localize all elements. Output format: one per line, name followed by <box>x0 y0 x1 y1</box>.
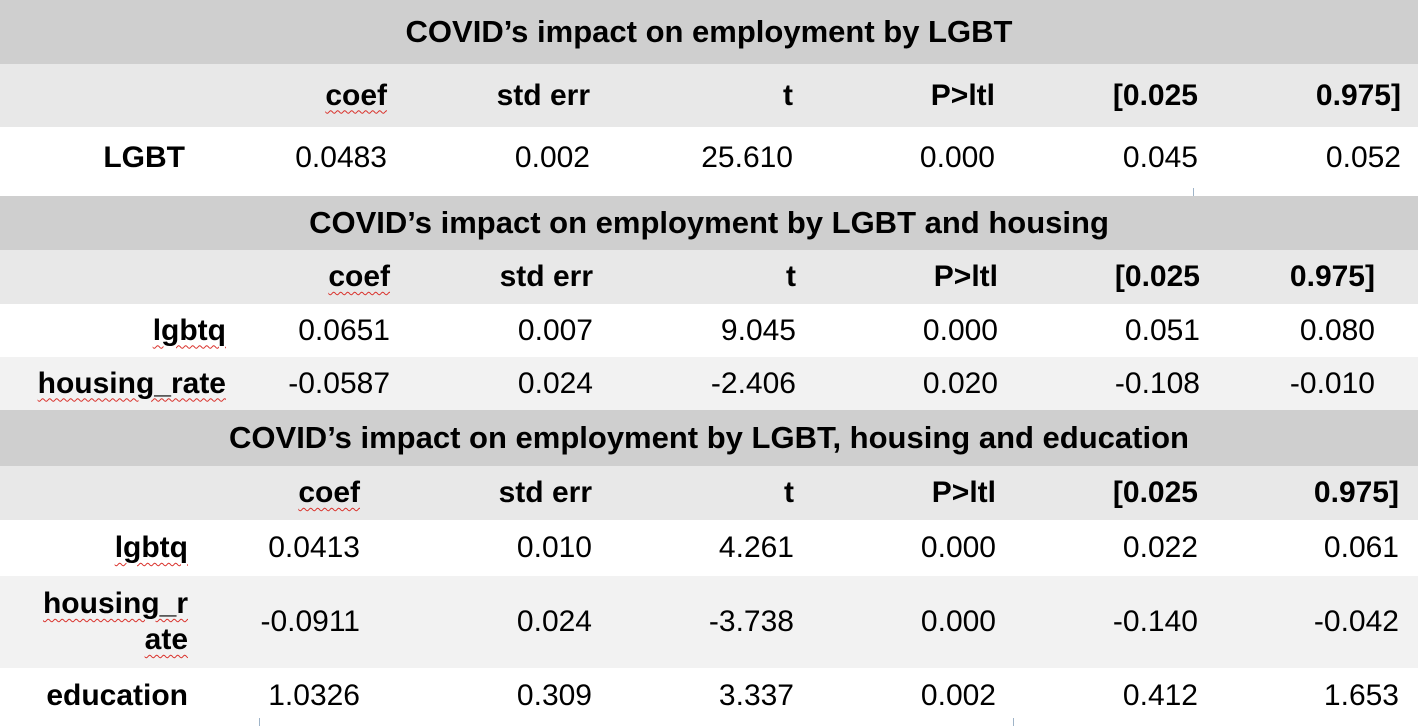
col-p-header: P>ltl <box>931 476 996 509</box>
lower-ci-value: 0.051 <box>1124 313 1200 347</box>
std-err-value: 0.309 <box>516 679 592 712</box>
coef-value: 0.0483 <box>295 141 387 174</box>
std-err-value: 0.024 <box>516 605 592 638</box>
t-value: 25.610 <box>701 141 793 174</box>
col-std-err-header: std err <box>499 260 593 293</box>
grid-tick <box>1193 188 1194 196</box>
row-label: education <box>46 679 188 712</box>
upper-ci-value: 0.080 <box>1299 313 1375 347</box>
col-std-err-header: std err <box>496 78 590 112</box>
table-row: LGBT 0.0483 0.002 25.610 0.000 0.045 0.0… <box>0 127 1418 189</box>
regression-table-lgbt: COVID’s impact on employment by LGBT coe… <box>0 0 1418 189</box>
lower-ci-value: 0.022 <box>1122 531 1198 564</box>
p-value: 0.000 <box>919 141 995 174</box>
col-upper-ci-header: 0.975] <box>1289 260 1375 293</box>
col-coef-header: coef <box>325 78 387 112</box>
row-label: lgbtq <box>114 531 188 564</box>
header-row: coef std err t P>ltl [0.025 0.975] <box>0 64 1418 127</box>
col-coef-header: coef <box>328 260 390 293</box>
coef-value: -0.0587 <box>288 366 390 400</box>
p-value: 0.000 <box>920 531 996 564</box>
col-t-header: t <box>783 78 793 112</box>
upper-ci-value: -0.010 <box>1289 366 1375 400</box>
col-t-header: t <box>784 476 794 509</box>
table-title: COVID’s impact on employment by LGBT, ho… <box>0 410 1418 466</box>
std-err-value: 0.024 <box>517 366 593 400</box>
regression-table-lgbt-housing: COVID’s impact on employment by LGBT and… <box>0 196 1418 410</box>
table-row: education 1.0326 0.309 3.337 0.002 0.412… <box>0 668 1418 724</box>
grid-tick <box>1013 718 1014 726</box>
col-coef-header: coef <box>298 476 360 509</box>
coef-value: 1.0326 <box>268 679 360 712</box>
row-label: housing_rate <box>37 366 226 400</box>
p-value: 0.000 <box>922 313 998 347</box>
t-value: 4.261 <box>718 531 794 564</box>
coef-value: 0.0413 <box>268 531 360 564</box>
table-title: COVID’s impact on employment by LGBT <box>0 0 1418 64</box>
table-row: lgbtq 0.0413 0.010 4.261 0.000 0.022 0.0… <box>0 520 1418 576</box>
t-value: -2.406 <box>710 366 796 400</box>
upper-ci-value: 1.653 <box>1323 679 1399 712</box>
col-p-header: P>ltl <box>930 78 995 112</box>
table-row: housing_rate -0.0587 0.024 -2.406 0.020 … <box>0 357 1418 410</box>
col-p-header: P>ltl <box>933 260 998 293</box>
t-value: -3.738 <box>708 605 794 638</box>
lower-ci-value: -0.140 <box>1112 605 1198 638</box>
table-row: housing_r ate -0.0911 0.024 -3.738 0.000… <box>0 576 1418 668</box>
upper-ci-value: 0.061 <box>1323 531 1399 564</box>
col-t-header: t <box>786 260 796 293</box>
row-label: lgbtq <box>152 313 226 347</box>
header-row: coef std err t P>ltl [0.025 0.975] <box>0 250 1418 304</box>
col-lower-ci-header: [0.025 <box>1114 260 1200 293</box>
col-upper-ci-header: 0.975] <box>1315 78 1401 112</box>
std-err-value: 0.010 <box>516 531 592 564</box>
upper-ci-value: 0.052 <box>1325 141 1401 174</box>
table-title: COVID’s impact on employment by LGBT and… <box>0 196 1418 250</box>
regression-table-lgbt-housing-education: COVID’s impact on employment by LGBT, ho… <box>0 410 1418 724</box>
std-err-value: 0.002 <box>514 141 590 174</box>
p-value: 0.020 <box>922 366 998 400</box>
t-value: 9.045 <box>720 313 796 347</box>
upper-ci-value: -0.042 <box>1313 605 1399 638</box>
t-value: 3.337 <box>718 679 794 712</box>
lower-ci-value: -0.108 <box>1114 366 1200 400</box>
col-lower-ci-header: [0.025 <box>1112 476 1198 509</box>
coef-value: -0.0911 <box>260 605 360 638</box>
lower-ci-value: 0.045 <box>1122 141 1198 174</box>
row-label: housing_r ate <box>42 587 188 656</box>
col-std-err-header: std err <box>498 476 592 509</box>
p-value: 0.002 <box>920 679 996 712</box>
grid-tick <box>259 718 260 726</box>
coef-value: 0.0651 <box>298 313 390 347</box>
lower-ci-value: 0.412 <box>1122 679 1198 712</box>
col-upper-ci-header: 0.975] <box>1313 476 1399 509</box>
p-value: 0.000 <box>920 605 996 638</box>
row-label: LGBT <box>103 141 185 174</box>
table-row: lgbtq 0.0651 0.007 9.045 0.000 0.051 0.0… <box>0 304 1418 357</box>
header-row: coef std err t P>ltl [0.025 0.975] <box>0 466 1418 520</box>
std-err-value: 0.007 <box>517 313 593 347</box>
col-lower-ci-header: [0.025 <box>1112 78 1198 112</box>
